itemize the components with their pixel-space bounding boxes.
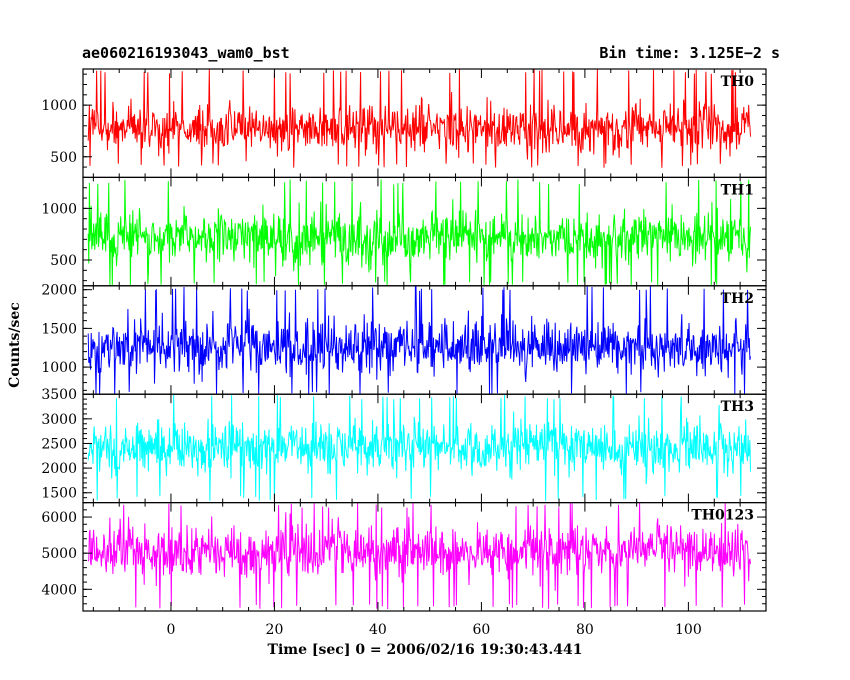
tick-labels: TH05001000TH15001000TH2100015002000TH315…: [41, 74, 754, 638]
panel-frame-th0123: [82, 502, 767, 612]
bin-time-label: Bin time: 3.125E−2 s: [599, 44, 780, 62]
y-tick-label: 1500: [41, 486, 77, 502]
y-tick-label: 2000: [41, 283, 77, 299]
trace-layer: [87, 69, 751, 610]
series-trace-th3: [87, 394, 751, 501]
y-tick-label: 1500: [41, 321, 77, 337]
x-tick-label: 60: [473, 622, 491, 638]
y-tick-label: 5000: [41, 546, 77, 562]
y-tick-label: 500: [50, 253, 77, 269]
series-label-th2: TH2: [721, 291, 754, 307]
y-tick-label: 3500: [41, 387, 77, 403]
y-axis-label: Counts/sec: [7, 302, 23, 388]
series-trace-th0: [87, 69, 751, 168]
series-label-th0123: TH0123: [691, 508, 754, 524]
y-tick-label: 2000: [41, 461, 77, 477]
series-label-th0: TH0: [721, 74, 755, 90]
y-tick-label: 1000: [41, 360, 77, 376]
series-trace-th0123: [87, 502, 751, 610]
y-tick-label: 1000: [41, 201, 77, 217]
panel-frames: [82, 68, 767, 612]
y-tick-label: 6000: [41, 510, 77, 526]
x-tick-label: 40: [369, 622, 387, 638]
y-tick-label: 4000: [41, 582, 77, 598]
series-label-th1: TH1: [721, 182, 754, 198]
x-tick-label: 0: [167, 622, 176, 638]
tick-marks: [83, 69, 767, 612]
plot-title: ae060216193043_wam0_bst: [82, 44, 290, 62]
y-tick-label: 1000: [41, 98, 77, 114]
series-trace-th2: [87, 285, 751, 395]
series-label-th3: TH3: [721, 399, 754, 415]
y-tick-label: 3000: [41, 412, 77, 428]
x-axis-label: Time [sec] 0 = 2006/02/16 19:30:43.441: [268, 642, 583, 658]
series-trace-th1: [87, 179, 751, 286]
x-tick-label: 100: [675, 622, 702, 638]
y-tick-label: 500: [50, 150, 77, 166]
x-tick-label: 80: [576, 622, 594, 638]
y-tick-label: 2500: [41, 436, 77, 452]
x-tick-label: 20: [266, 622, 284, 638]
